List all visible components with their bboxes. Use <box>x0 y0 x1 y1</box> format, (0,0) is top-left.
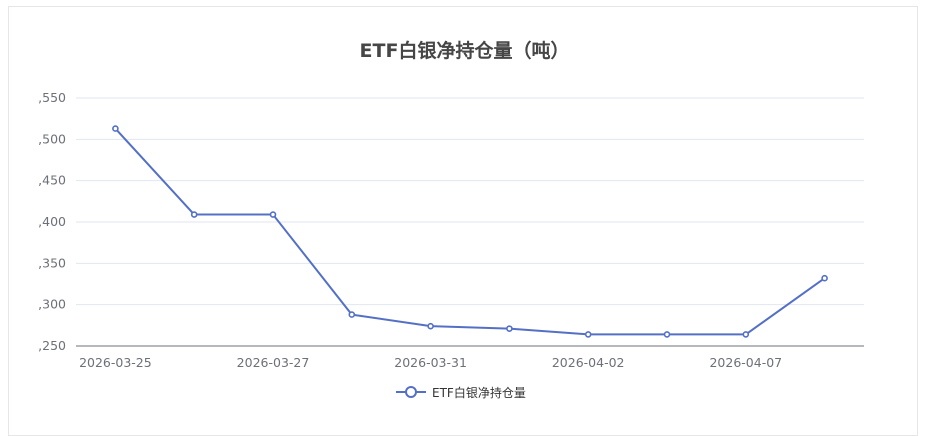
x-tick-label: 2026-03-25 <box>79 355 152 370</box>
data-point <box>190 211 198 218</box>
data-point <box>742 331 750 338</box>
legend-line-icon <box>396 386 426 398</box>
chart-legend[interactable]: ETF白银净持仓量 <box>396 383 526 401</box>
y-tick-label: ,550 <box>38 90 66 105</box>
y-tick-label: ,450 <box>38 173 66 188</box>
y-tick-label: ,250 <box>38 338 66 353</box>
data-point <box>348 311 356 318</box>
y-tick-label: ,350 <box>38 255 66 270</box>
x-tick-label: 2026-03-27 <box>237 355 310 370</box>
data-point <box>427 322 434 330</box>
legend-label: ETF白银净持仓量 <box>432 385 526 400</box>
x-tick-label: 2026-04-02 <box>552 355 625 370</box>
chart-container <box>8 6 918 436</box>
data-point <box>269 211 277 218</box>
data-point <box>663 331 671 338</box>
series-line <box>114 127 826 336</box>
data-point <box>112 125 119 132</box>
y-tick-label: ,300 <box>38 297 66 312</box>
line-chart: ,250 ,300 ,350 ,400 ,450 ,500 ,550 2026-03-25 20… <box>38 90 864 370</box>
data-point <box>821 274 828 282</box>
x-tick-label: 2026-03-31 <box>394 355 467 370</box>
chart-title: ETF白银净持仓量（吨） <box>359 40 570 62</box>
y-tick-label: ,400 <box>38 214 66 229</box>
data-point <box>584 331 592 338</box>
x-tick-label: 2026-04-07 <box>709 355 782 370</box>
data-point <box>506 325 513 332</box>
y-tick-label: ,500 <box>38 131 66 146</box>
